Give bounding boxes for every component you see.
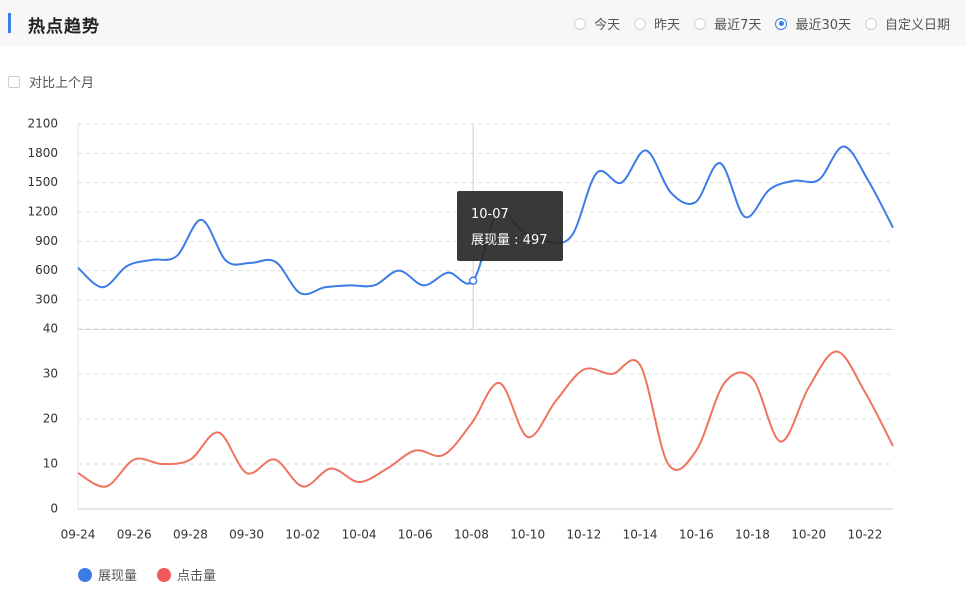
- tooltip-value-row: 展现量 : 497: [471, 229, 548, 248]
- legend-item-impressions[interactable]: 展现量: [78, 565, 137, 584]
- x-tick-label: 09-26: [117, 528, 152, 542]
- radio-icon: [694, 17, 707, 30]
- y-tick-label: 10: [43, 457, 58, 471]
- filter-today[interactable]: 今天: [574, 14, 620, 33]
- filter-yesterday[interactable]: 昨天: [634, 14, 680, 33]
- x-tick-label: 09-28: [173, 528, 208, 542]
- x-tick-label: 09-30: [229, 528, 264, 542]
- filter-last-30-days[interactable]: 最近30天: [775, 14, 851, 33]
- legend-label: 点击量: [177, 569, 217, 584]
- title-accent-bar: [8, 13, 11, 33]
- legend-item-clicks[interactable]: 点击量: [157, 565, 216, 584]
- y-tick-label: 1800: [27, 146, 58, 160]
- y-tick-label: 30: [43, 367, 58, 381]
- page-header: 热点趋势 今天 昨天 最近7天 最近30天 自定义日期: [0, 0, 966, 46]
- tooltip-value: 497: [522, 233, 548, 248]
- y-tick-label: 0: [50, 502, 58, 516]
- x-tick-label: 09-24: [61, 528, 96, 542]
- legend-label: 展现量: [98, 569, 138, 584]
- filter-label: 昨天: [654, 18, 681, 33]
- legend-swatch-clicks: [157, 567, 172, 582]
- tooltip-series-name: 展现量: [471, 233, 511, 248]
- x-tick-label: 10-10: [510, 528, 545, 542]
- chart-tooltip: 10-07 展现量 : 497: [457, 191, 563, 261]
- filter-label: 今天: [594, 18, 621, 33]
- x-tick-label: 10-12: [566, 528, 601, 542]
- radio-icon: [634, 17, 647, 30]
- x-tick-label: 10-16: [679, 528, 714, 542]
- filter-custom-date[interactable]: 自定义日期: [864, 14, 950, 33]
- y-tick-label: 900: [35, 234, 58, 248]
- y-tick-label: 600: [35, 263, 58, 277]
- filter-last-7-days[interactable]: 最近7天: [694, 14, 761, 33]
- filter-label: 最近7天: [714, 18, 762, 33]
- tooltip-date: 10-07: [471, 207, 509, 222]
- x-tick-label: 10-08: [454, 528, 489, 542]
- x-tick-label: 10-06: [398, 528, 433, 542]
- y-tick-label: 20: [43, 412, 58, 426]
- hover-point-marker: [468, 276, 478, 285]
- x-tick-label: 10-18: [735, 528, 770, 542]
- chart-legend: 展现量 点击量: [78, 565, 236, 584]
- checkbox-icon: [8, 75, 20, 88]
- y-tick-label: 300: [35, 293, 58, 307]
- radio-checked-icon: [775, 17, 788, 30]
- compare-label: 对比上个月: [29, 76, 95, 91]
- radio-icon: [864, 17, 877, 30]
- page-title: 热点趋势: [28, 17, 100, 37]
- tooltip-separator: :: [510, 233, 523, 248]
- radio-icon: [574, 17, 587, 30]
- filter-label: 最近30天: [795, 18, 851, 33]
- y-tick-label: 1200: [27, 205, 58, 219]
- x-tick-label: 10-22: [847, 528, 882, 542]
- y-tick-label: 40: [43, 322, 58, 336]
- legend-swatch-impressions: [78, 567, 92, 582]
- trend-chart[interactable]: 300 600 900 1200 1500 1800 2100 0 10 20 30 40 09-24 0…: [0, 110, 966, 550]
- filter-label: 自定义日期: [884, 18, 950, 33]
- y-tick-label: 1500: [27, 175, 58, 189]
- x-tick-label: 10-04: [342, 528, 377, 542]
- compare-last-month-checkbox[interactable]: 对比上个月: [8, 72, 94, 91]
- x-tick-label: 10-20: [791, 528, 826, 542]
- series-line-clicks: [77, 350, 894, 488]
- x-tick-label: 10-02: [285, 528, 320, 542]
- y-tick-label: 2100: [27, 117, 58, 131]
- date-range-filter: 今天 昨天 最近7天 最近30天 自定义日期: [560, 14, 950, 33]
- x-tick-label: 10-14: [623, 528, 658, 542]
